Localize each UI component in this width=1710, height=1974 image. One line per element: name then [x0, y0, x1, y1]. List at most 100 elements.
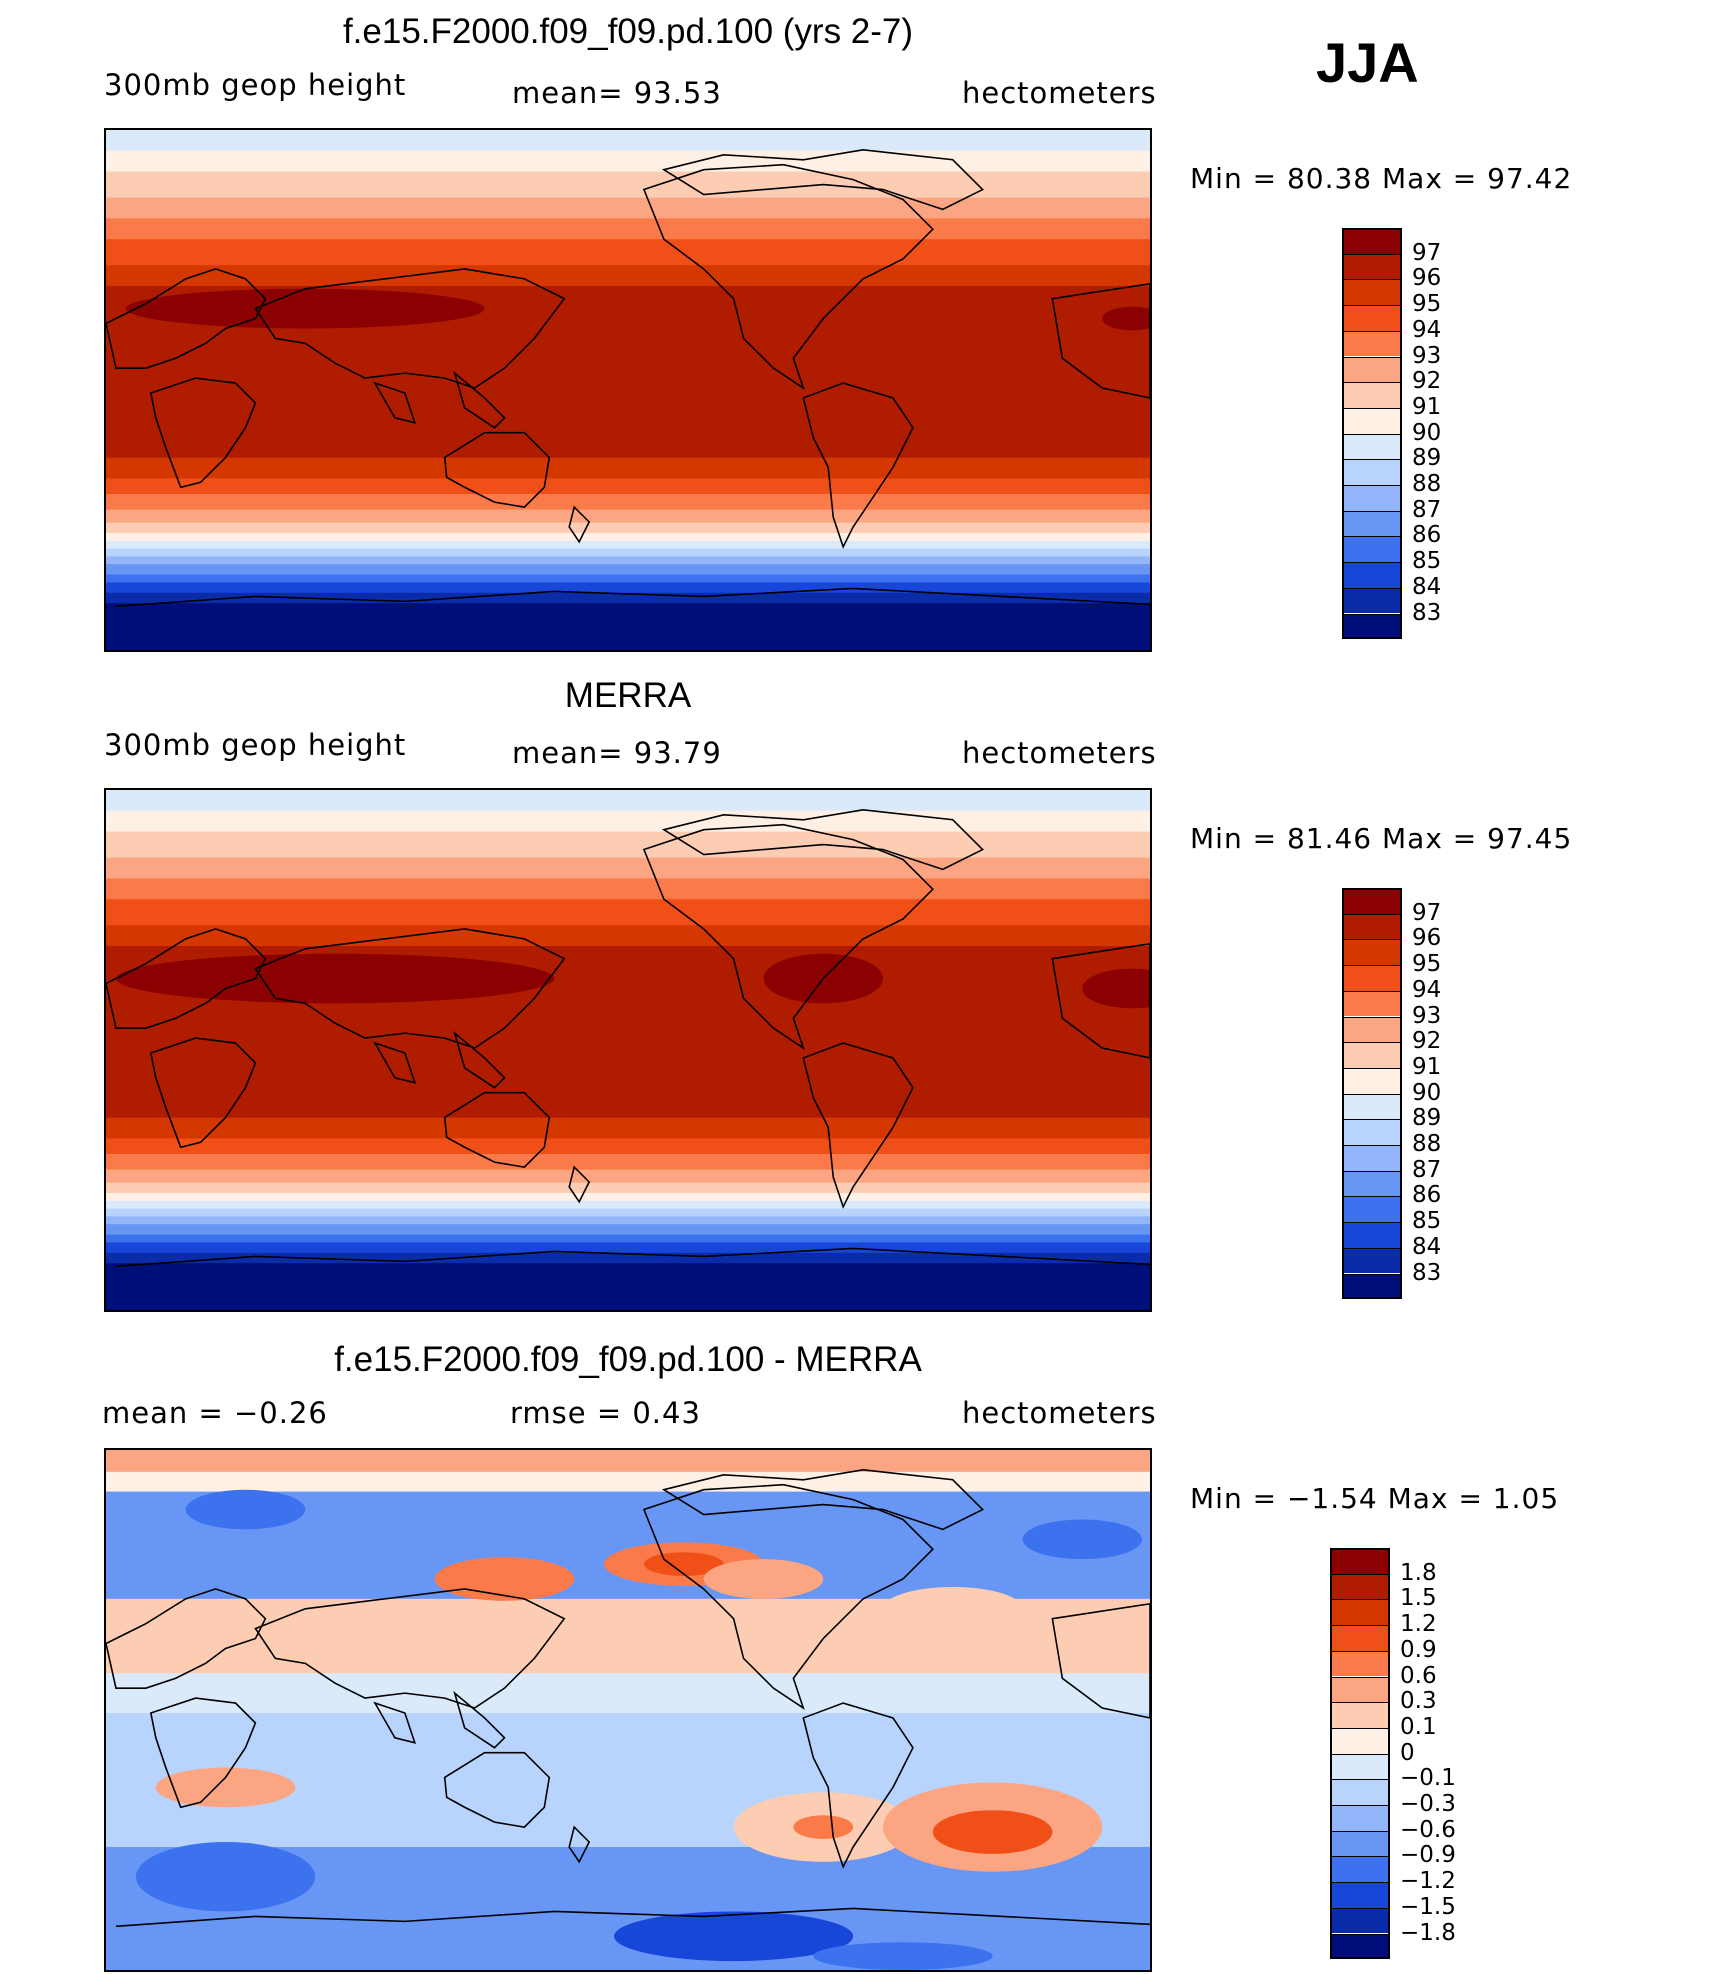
colorbar-swatch: [1342, 1042, 1402, 1068]
colorbar-tick-label: 88: [1412, 471, 1442, 497]
contour-band: [106, 1263, 1150, 1310]
variable-label: 300mb geop height: [104, 728, 407, 762]
coastline-segment: [254, 1588, 566, 1709]
colorbar-swatch: [1342, 433, 1402, 460]
coastline-segment: [254, 928, 566, 1049]
colorbar-swatch: [1330, 1830, 1390, 1857]
colorbar-tick-label: 84: [1412, 573, 1442, 600]
contour-band: [106, 478, 1150, 495]
contour-anomaly: [813, 1942, 993, 1970]
colorbar-tick-label: 0: [1400, 1739, 1415, 1766]
contour-band: [106, 564, 1150, 576]
coastline-segment: [373, 381, 417, 424]
contour-core: [115, 953, 555, 1004]
contour-band: [106, 239, 1150, 266]
colorbar-swatch: [1330, 1573, 1390, 1600]
colorbar-swatch: [1342, 253, 1402, 280]
colorbar-frame: [1330, 1548, 1390, 1960]
coastline: [106, 1469, 1150, 1928]
colorbar-tick-label: 0.1: [1400, 1713, 1437, 1740]
contour-anomaly: [932, 1810, 1053, 1854]
units-label: hectometers: [962, 1396, 1157, 1430]
contour-band: [106, 533, 1150, 542]
mean-label: mean= 93.53: [512, 76, 722, 110]
colorbar-tick-label: −0.9: [1400, 1842, 1456, 1869]
colorbar-tick-label: −0.1: [1400, 1765, 1456, 1792]
colorbar-swatch: [1330, 1805, 1390, 1831]
contour-anomaly: [703, 1559, 824, 1599]
colorbar-tick-label: 91: [1412, 1053, 1442, 1080]
colorbar-swatch: [1330, 1882, 1390, 1908]
colorbar-tick-label: 93: [1412, 1002, 1442, 1029]
contour-band: [106, 1138, 1150, 1155]
colorbar-tick-label: 91: [1412, 393, 1442, 420]
contour-band: [106, 899, 1150, 926]
panel-title: f.e15.F2000.f09_f09.pd.100 - MERRA: [334, 1340, 922, 1379]
contour-band: [106, 130, 1150, 152]
contour-band: [106, 1154, 1150, 1171]
colorbar-tick-label: 93: [1412, 342, 1442, 369]
season-label: JJA: [1316, 31, 1419, 94]
contour-band: [106, 265, 1150, 287]
map-difference: [104, 1448, 1152, 1972]
colorbar-tick-label: 86: [1412, 1182, 1442, 1209]
contour-band: [106, 1673, 1150, 1718]
contour-anomaly: [793, 1815, 854, 1840]
colorbar-tick-label: −1.5: [1400, 1893, 1456, 1920]
coastline: [106, 809, 1150, 1268]
contour-band: [106, 1208, 1150, 1217]
units-label: hectometers: [962, 76, 1157, 110]
colorbar-tick-label: 85: [1412, 1208, 1442, 1235]
coastline-segment: [373, 1041, 417, 1084]
colorbar-tick-label: 89: [1412, 445, 1442, 472]
colorbar-tick-label: 84: [1412, 1233, 1442, 1260]
variable-label: 300mb geop height: [104, 68, 407, 102]
contour-band: [106, 457, 1150, 479]
colorbar-swatch: [1342, 1196, 1402, 1223]
contour-band: [106, 556, 1150, 565]
colorbar-swatch: [1342, 1067, 1402, 1094]
mean-label: mean= 93.79: [512, 736, 722, 770]
colorbar-swatch: [1342, 1145, 1402, 1171]
contour-anomaly: [135, 1841, 316, 1912]
colorbar-swatch: [1342, 459, 1402, 485]
colorbar-tick-label: 87: [1412, 1156, 1442, 1183]
coastline-segment: [568, 1165, 591, 1204]
coastline-segment: [115, 587, 1150, 608]
coastline-segment: [149, 1037, 257, 1149]
colorbar-tick-label: 92: [1412, 1028, 1442, 1055]
contour-anomaly: [434, 1557, 575, 1601]
colorbar-swatch: [1342, 1222, 1402, 1248]
colorbar-tick-label: 95: [1412, 291, 1442, 318]
colorbar-swatch: [1330, 1625, 1390, 1651]
coastline-segment: [443, 1751, 551, 1828]
colorbar-swatch: [1342, 913, 1402, 940]
colorbar-swatch: [1330, 1779, 1390, 1805]
minmax-label: Min = 81.46 Max = 97.45: [1190, 822, 1573, 855]
map-model: [104, 128, 1152, 652]
colorbar-tick-label: 96: [1412, 925, 1442, 952]
colorbar-swatch: [1342, 1119, 1402, 1145]
colorbar-swatch: [1342, 613, 1402, 640]
colorbar-frame: [1342, 888, 1402, 1300]
contour-band: [106, 1471, 1150, 1492]
colorbar-swatch: [1330, 1650, 1390, 1677]
colorbar-tick-label: 97: [1412, 239, 1442, 266]
contour-band: [106, 810, 1150, 833]
colorbar-swatch: [1342, 356, 1402, 383]
colorbar-tick-label: 97: [1412, 899, 1442, 926]
colorbar-swatch: [1330, 1856, 1390, 1883]
contour-band: [106, 831, 1150, 859]
colorbar-merra: 97 96 95 94 93 92 91 90 89 88 87 86 85 84 83: [1342, 888, 1472, 1300]
colorbar-tick-label: 92: [1412, 368, 1442, 395]
colorbar-tick-label: −0.3: [1400, 1791, 1456, 1817]
contour-band: [106, 574, 1150, 583]
colorbar-tick-label: 83: [1412, 1259, 1442, 1286]
rmse-label: rmse = 0.43: [510, 1396, 701, 1430]
contour-band: [106, 1242, 1150, 1254]
colorbar-tick-label: 96: [1412, 265, 1442, 292]
colorbar-tick-label: −1.8: [1400, 1919, 1456, 1946]
colorbar-tick-label: 94: [1412, 316, 1442, 343]
colorbar-swatch: [1342, 562, 1402, 588]
coastline-segment: [802, 1702, 914, 1869]
